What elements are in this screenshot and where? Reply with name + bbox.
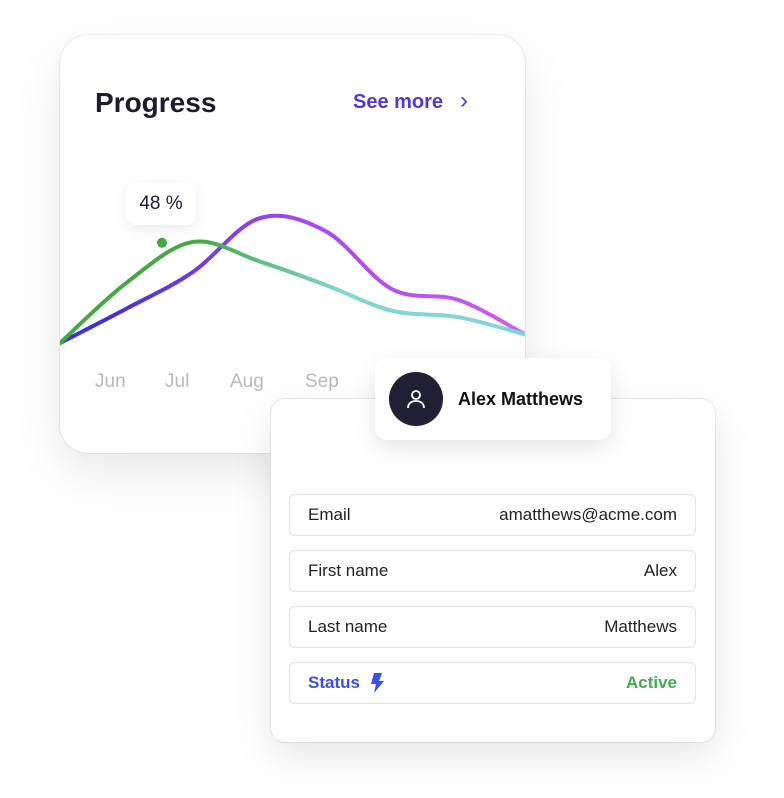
status-field[interactable]: Status Active xyxy=(289,662,696,704)
value-tooltip: 48 % xyxy=(126,183,196,225)
x-tick-label: Sep xyxy=(305,371,339,392)
x-tick-label: Aug xyxy=(230,371,264,392)
progress-chart xyxy=(60,213,525,345)
last-name-field[interactable]: Last name Matthews xyxy=(289,606,696,648)
see-more-link[interactable]: See more xyxy=(353,91,444,113)
user-details-panel: Email amatthews@acme.com First name Alex L… xyxy=(271,399,715,742)
user-name: Alex Matthews xyxy=(458,389,584,409)
email-field[interactable]: Email amatthews@acme.com xyxy=(289,494,696,536)
first-name-field[interactable]: First name Alex xyxy=(289,550,696,592)
highlight-point[interactable] xyxy=(157,237,167,248)
lightning-icon xyxy=(370,673,384,693)
user-chip[interactable]: Alex Matthews xyxy=(375,358,611,440)
field-label: Last name xyxy=(308,617,388,636)
user-icon xyxy=(407,390,425,409)
field-value: Alex xyxy=(643,561,677,580)
avatar xyxy=(389,372,443,426)
status-label: Status xyxy=(308,673,360,692)
field-label: First name xyxy=(308,561,389,580)
x-tick-label: Jul xyxy=(165,371,190,392)
status-value: Active xyxy=(625,673,677,692)
card-title: Progress xyxy=(95,87,217,118)
series-line-0 xyxy=(60,239,525,345)
x-tick-label: Jun xyxy=(95,371,126,392)
field-label: Email xyxy=(308,505,351,524)
series-line-1 xyxy=(60,213,525,345)
field-value: Matthews xyxy=(604,617,677,636)
chevron-right-icon[interactable]: › xyxy=(460,87,468,114)
progress-card: Progress See more › 48 % Jun Jul Aug Sep xyxy=(60,35,525,453)
field-value: amatthews@acme.com xyxy=(499,505,677,524)
